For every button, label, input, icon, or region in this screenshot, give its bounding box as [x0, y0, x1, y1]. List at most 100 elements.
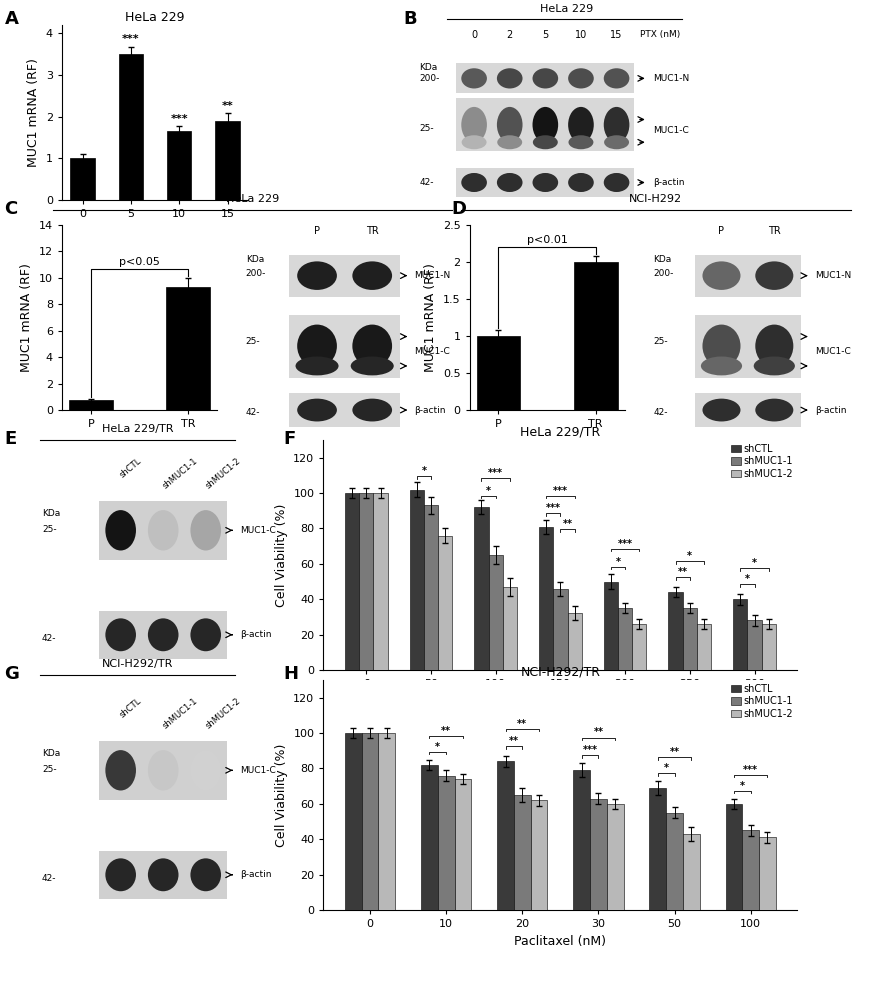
Bar [99, 851, 227, 899]
Bar [99, 741, 227, 800]
Bar [421, 765, 438, 910]
Text: ***: *** [618, 539, 633, 549]
Ellipse shape [105, 618, 136, 651]
X-axis label: Paclitaxel (nM): Paclitaxel (nM) [515, 935, 606, 948]
Text: F: F [284, 430, 296, 448]
Ellipse shape [148, 618, 178, 651]
Ellipse shape [353, 261, 392, 290]
Text: 42-: 42- [653, 408, 668, 417]
Ellipse shape [148, 510, 178, 550]
Text: G: G [4, 665, 19, 683]
Text: MUC1-C: MUC1-C [415, 347, 450, 356]
Title: HeLa 229/TR: HeLa 229/TR [520, 426, 601, 439]
Text: B: B [403, 10, 416, 28]
Legend: shCTL, shMUC1-1, shMUC1-2: shCTL, shMUC1-1, shMUC1-2 [729, 442, 796, 481]
Bar [71, 158, 95, 200]
Text: KDa: KDa [245, 255, 264, 264]
Bar [488, 555, 503, 670]
Text: 25-: 25- [42, 525, 57, 534]
Text: HeLa 229: HeLa 229 [226, 194, 279, 204]
Title: NCI-H292/TR: NCI-H292/TR [520, 666, 601, 679]
Ellipse shape [105, 750, 136, 790]
Bar [456, 99, 634, 151]
Ellipse shape [532, 68, 558, 88]
Text: 42-: 42- [42, 874, 57, 883]
Bar [514, 795, 531, 910]
X-axis label: Paclitaxel (nM): Paclitaxel (nM) [515, 695, 606, 708]
Bar [531, 800, 548, 910]
Ellipse shape [105, 858, 136, 891]
Ellipse shape [755, 325, 793, 367]
Text: A: A [4, 10, 19, 28]
Text: NCI-H292/TR: NCI-H292/TR [102, 659, 173, 669]
Bar [618, 608, 633, 670]
Text: KDa: KDa [42, 749, 60, 758]
Text: 25-: 25- [245, 337, 260, 346]
Y-axis label: MUC1 mRNA (RF): MUC1 mRNA (RF) [20, 263, 34, 372]
Bar [345, 493, 359, 670]
Ellipse shape [603, 68, 629, 88]
Ellipse shape [497, 107, 523, 143]
Ellipse shape [190, 618, 221, 651]
Text: *: * [745, 574, 750, 584]
Bar [668, 592, 683, 670]
Text: MUC1-N: MUC1-N [653, 74, 689, 83]
Text: **: ** [222, 101, 233, 111]
Bar [167, 131, 191, 200]
Text: β-actin: β-actin [240, 630, 271, 639]
Text: β-actin: β-actin [653, 178, 685, 187]
Ellipse shape [755, 399, 793, 421]
Bar [378, 733, 395, 910]
Ellipse shape [755, 261, 793, 290]
Text: TR: TR [768, 226, 781, 236]
Ellipse shape [462, 135, 486, 149]
Text: E: E [4, 430, 17, 448]
Text: 42-: 42- [245, 408, 260, 417]
Text: 200-: 200- [419, 74, 439, 83]
Text: 5: 5 [542, 30, 548, 40]
Bar [649, 788, 666, 910]
Bar [99, 611, 227, 659]
Text: NCI-H292: NCI-H292 [629, 194, 682, 204]
Text: p<0.05: p<0.05 [119, 257, 160, 267]
Bar [455, 779, 471, 910]
Bar [748, 620, 762, 670]
Text: P: P [719, 226, 725, 236]
Text: **: ** [670, 747, 680, 757]
Text: *: * [752, 558, 757, 568]
Bar [345, 733, 361, 910]
Text: PTX (nM): PTX (nM) [640, 30, 680, 39]
Text: KDa: KDa [42, 509, 60, 518]
Ellipse shape [148, 858, 178, 891]
Ellipse shape [603, 107, 629, 143]
Bar [215, 121, 239, 200]
Ellipse shape [105, 510, 136, 550]
Bar [695, 314, 801, 377]
Bar [503, 587, 517, 670]
Ellipse shape [603, 173, 629, 192]
Bar [474, 507, 488, 670]
Bar [167, 287, 210, 410]
Bar [683, 834, 700, 910]
Ellipse shape [604, 135, 629, 149]
Bar [695, 255, 801, 297]
Bar [742, 830, 759, 910]
Bar [568, 613, 582, 670]
Text: ***: *** [583, 745, 597, 755]
Bar [553, 589, 568, 670]
Text: 200-: 200- [653, 269, 673, 278]
Text: shMUC1-1: shMUC1-1 [161, 697, 199, 731]
Ellipse shape [497, 68, 523, 88]
Y-axis label: MUC1 mRNA (RF): MUC1 mRNA (RF) [424, 263, 438, 372]
Text: 10: 10 [575, 30, 587, 40]
Bar [69, 400, 113, 410]
Text: ***: *** [546, 503, 561, 513]
Bar [290, 393, 400, 427]
Text: p<0.01: p<0.01 [526, 235, 568, 245]
Ellipse shape [351, 357, 393, 375]
Ellipse shape [532, 135, 558, 149]
Ellipse shape [462, 68, 487, 88]
Text: D: D [452, 200, 467, 218]
Ellipse shape [532, 107, 558, 143]
Bar [695, 393, 801, 427]
